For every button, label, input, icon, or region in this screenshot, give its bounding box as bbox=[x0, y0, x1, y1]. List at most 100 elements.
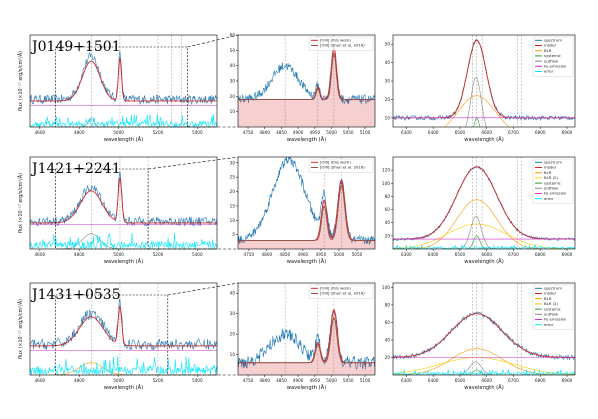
legend-label: BLR bbox=[544, 170, 552, 175]
legend-label: model bbox=[544, 165, 556, 170]
legend-label: BLR (2) bbox=[544, 175, 558, 180]
x-tick-label: 5050 bbox=[343, 130, 354, 135]
panel-0-1: 4750 4800 4850 4900 4950 5000 5050 5100 10 20 30 40… bbox=[230, 33, 376, 143]
panel-1-0: 4600 4800 5000 5200 5400 wavelength (Å) J1421+… bbox=[29, 156, 239, 265]
x-tick-label: 6800 bbox=[535, 378, 546, 383]
y-tick-label: 30 bbox=[230, 79, 236, 84]
object-name: J0149+1501 bbox=[30, 39, 121, 55]
panel-2-2: 6300 6400 6500 6600 6700 6800 6900 20 40 60 80 100 w… bbox=[382, 282, 576, 391]
zoom-connector bbox=[187, 34, 239, 48]
model-line bbox=[393, 313, 575, 358]
x-tick-label: 5050 bbox=[343, 378, 354, 383]
legend-label: model bbox=[544, 291, 556, 296]
y-tick-label: 20 bbox=[385, 233, 391, 238]
x-tick-label: 6800 bbox=[535, 130, 546, 135]
legend-label: outflow bbox=[544, 312, 558, 317]
x-tick-label: 4800 bbox=[259, 130, 270, 135]
blr-2--line bbox=[393, 223, 575, 249]
zoom-box bbox=[55, 168, 149, 250]
y-axis-label: flux (×10⁻¹⁷ erg/s/cm²/Å) bbox=[17, 299, 24, 359]
x-tick-label: 6400 bbox=[428, 378, 439, 383]
legend-label: BLR bbox=[544, 296, 552, 301]
error-line bbox=[393, 244, 575, 249]
x-tick-label: 5400 bbox=[192, 378, 203, 383]
legend-label: Fe emission bbox=[544, 317, 567, 322]
legend-label: outflow bbox=[544, 186, 558, 191]
y-tick-label: 20 bbox=[230, 94, 236, 99]
x-tick-label: 4900 bbox=[293, 130, 304, 135]
legend-label: BLR (2) bbox=[544, 301, 558, 306]
plot-area bbox=[30, 51, 217, 127]
row-1: flux (×10⁻¹⁷ erg/s/cm²/Å)4600 4800 5000 520… bbox=[17, 156, 576, 265]
axes-frame bbox=[29, 34, 218, 128]
series-line bbox=[30, 305, 217, 347]
axes-frame bbox=[392, 156, 576, 250]
y-tick-label: 25 bbox=[230, 175, 236, 180]
plot-area bbox=[30, 171, 217, 249]
panel-0-2: 6300 6400 6500 6600 6700 6800 6900 10 20 30 40 50 wa… bbox=[385, 34, 576, 143]
legend-box bbox=[532, 158, 574, 204]
zoom-box bbox=[55, 46, 188, 128]
plot-area bbox=[393, 165, 575, 249]
x-tick-label: 6500 bbox=[455, 130, 466, 135]
x-tick-label: 6300 bbox=[401, 378, 412, 383]
zoom-connector bbox=[148, 156, 239, 170]
legend-box bbox=[308, 158, 374, 173]
x-tick-label: 6600 bbox=[481, 252, 492, 257]
y-tick-label: 10 bbox=[230, 352, 236, 357]
panel-2-0: 4600 4800 5000 5200 5400 wavelength (Å) J1431+… bbox=[29, 282, 239, 391]
series-line bbox=[238, 179, 375, 241]
y-tick-label: 5 bbox=[232, 232, 235, 237]
series-line bbox=[238, 308, 375, 364]
blr-line bbox=[393, 348, 575, 375]
x-tick-label: 4800 bbox=[74, 252, 85, 257]
x-tick-label: 5050 bbox=[352, 252, 363, 257]
outflow-line bbox=[393, 361, 575, 375]
y-tick-label: 60 bbox=[385, 207, 391, 212]
x-tick-label: 4850 bbox=[276, 378, 287, 383]
y-tick-label: 30 bbox=[385, 79, 391, 84]
x-axis-label: wavelength (Å) bbox=[104, 384, 143, 391]
legend-label: systemic bbox=[544, 53, 561, 58]
zoom-box bbox=[55, 294, 169, 376]
outflow-line bbox=[465, 77, 487, 127]
legend-label: spectrum bbox=[544, 160, 562, 165]
y-tick-label: 20 bbox=[230, 189, 236, 194]
legend-label: spectrum bbox=[544, 38, 562, 43]
y-tick-label: 30 bbox=[230, 160, 236, 165]
x-tick-label: 4750 bbox=[243, 378, 254, 383]
y-tick-label: 40 bbox=[230, 63, 236, 68]
x-tick-label: 5200 bbox=[153, 252, 164, 257]
x-axis-label: wavelength (Å) bbox=[287, 384, 326, 391]
zoom-connector bbox=[167, 282, 239, 296]
y-tick-label: 40 bbox=[385, 337, 391, 342]
x-tick-label: 4750 bbox=[243, 252, 254, 257]
x-tick-label: 6400 bbox=[428, 130, 439, 135]
x-tick-label: 6300 bbox=[401, 130, 412, 135]
y-tick-label: 40 bbox=[385, 60, 391, 65]
object-name: J1431+0535 bbox=[30, 287, 121, 303]
y-tick-label: 10 bbox=[230, 109, 236, 114]
y-tick-label: 20 bbox=[385, 97, 391, 102]
plot-area bbox=[238, 157, 375, 249]
panel-0-0: 4600 4800 5000 5200 5400 wavelength (Å) J0149+… bbox=[29, 34, 239, 143]
x-tick-label: 6400 bbox=[428, 252, 439, 257]
x-tick-label: 4800 bbox=[74, 378, 85, 383]
x-tick-label: 6900 bbox=[562, 252, 573, 257]
x-tick-label: 4850 bbox=[280, 252, 291, 257]
blr-2--line bbox=[393, 357, 575, 375]
plot-area bbox=[30, 298, 217, 375]
x-tick-label: 6600 bbox=[481, 378, 492, 383]
x-axis-label: wavelength (Å) bbox=[464, 258, 503, 265]
series-line bbox=[30, 57, 217, 102]
legend-label: [OIII] (this work) bbox=[320, 38, 351, 43]
plot-area bbox=[238, 308, 375, 375]
x-axis-label: wavelength (Å) bbox=[287, 258, 326, 265]
y-axis-label: flux (×10⁻¹⁷ erg/s/cm²/Å) bbox=[17, 51, 24, 111]
x-tick-label: 5100 bbox=[360, 378, 371, 383]
x-tick-label: 5000 bbox=[113, 252, 124, 257]
series-line bbox=[238, 185, 375, 241]
y-axis-label: flux (×10⁻¹⁷ erg/s/cm²/Å) bbox=[17, 173, 24, 233]
x-tick-label: 6900 bbox=[562, 130, 573, 135]
axes-frame bbox=[237, 156, 376, 250]
